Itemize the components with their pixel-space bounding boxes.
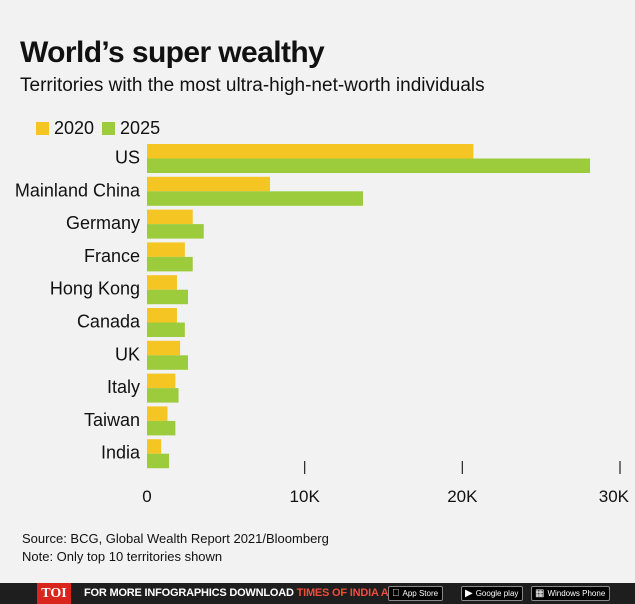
bar-france-2025 [147, 256, 193, 272]
x-tick-label-0: 0 [142, 487, 151, 506]
chart-title: World’s super wealthy [20, 36, 325, 69]
footer-cta: FOR MORE INFOGRAPHICS DOWNLOAD TIMES OF … [84, 583, 403, 604]
google-play-label: Google play [475, 589, 519, 598]
bar-chart: US Mainland China Germany France Hong Kong Ca… [15, 144, 630, 506]
bar-germany-2025 [147, 224, 204, 239]
google-play-badge[interactable]: ▶ Google play [461, 586, 524, 601]
bar-us-2020 [147, 144, 474, 159]
windows-phone-label: Windows Phone [547, 589, 606, 598]
legend-swatch-2025 [102, 121, 116, 135]
bar-mainland-china-2020 [147, 176, 270, 192]
legend-item-2020: 2020 [36, 118, 94, 139]
category-label-germany: Germany [66, 213, 140, 233]
x-tick-label-30K: 30K [599, 487, 630, 506]
promo-footer: TOI FOR MORE INFOGRAPHICS DOWNLOAD TIMES… [0, 583, 635, 604]
bar-canada-2025 [147, 322, 185, 337]
bar-us-2025 [147, 158, 591, 173]
source-notes: Source: BCG, Global Wealth Report 2021/B… [22, 530, 329, 566]
bar-germany-2020 [147, 209, 193, 225]
windows-icon: ▦ [535, 588, 545, 599]
bar-hong-kong-2025 [147, 289, 188, 305]
bar-taiwan-2020 [147, 406, 168, 421]
x-tick-label-10K: 10K [290, 487, 321, 506]
bar-mainland-china-2025 [147, 191, 364, 206]
category-label-taiwan: Taiwan [84, 410, 140, 430]
app-store-badge[interactable]:  App Store [388, 586, 444, 601]
bar-india-2020 [147, 439, 162, 454]
bar-taiwan-2025 [147, 420, 176, 436]
x-tick-label-20K: 20K [447, 487, 478, 506]
source-line: Source: BCG, Global Wealth Report 2021/B… [22, 531, 329, 546]
chart-subtitle: Territories with the most ultra-high-net… [20, 75, 485, 96]
bar-hong-kong-2020 [147, 275, 177, 290]
category-label-hong-kong: Hong Kong [50, 279, 140, 299]
category-label-italy: Italy [107, 377, 140, 397]
legend-item-2025: 2025 [102, 118, 160, 139]
category-label-france: France [84, 246, 140, 266]
bar-canada-2020 [147, 308, 177, 323]
windows-phone-badge[interactable]: ▦ Windows Phone [531, 586, 611, 601]
toi-logo: TOI [37, 583, 71, 604]
legend-swatch-2020 [36, 121, 49, 135]
chart-legend: 2020 2025 [36, 117, 168, 139]
bar-uk-2025 [147, 355, 188, 370]
category-label-uk: UK [115, 344, 140, 364]
bar-uk-2020 [147, 340, 181, 356]
bar-france-2020 [147, 242, 185, 257]
apple-icon:  [392, 587, 400, 600]
footer-cta-text: FOR MORE INFOGRAPHICS DOWNLOAD [84, 587, 297, 599]
footer-cta-app: TIMES OF INDIA APP [296, 587, 403, 599]
bar-italy-2025 [147, 388, 179, 403]
category-label-mainland-china: Mainland China [15, 180, 141, 200]
app-store-label: App Store [395, 589, 439, 598]
legend-label-2020: 2020 [54, 117, 95, 138]
play-icon: ▶ [465, 588, 473, 599]
category-label-india: India [101, 443, 141, 463]
bar-india-2025 [147, 453, 170, 469]
category-label-us: US [115, 148, 140, 168]
bar-italy-2020 [147, 373, 176, 389]
legend-label-2025: 2025 [120, 117, 161, 138]
category-label-canada: Canada [77, 312, 141, 332]
note-line: Note: Only top 10 territories shown [22, 549, 223, 564]
